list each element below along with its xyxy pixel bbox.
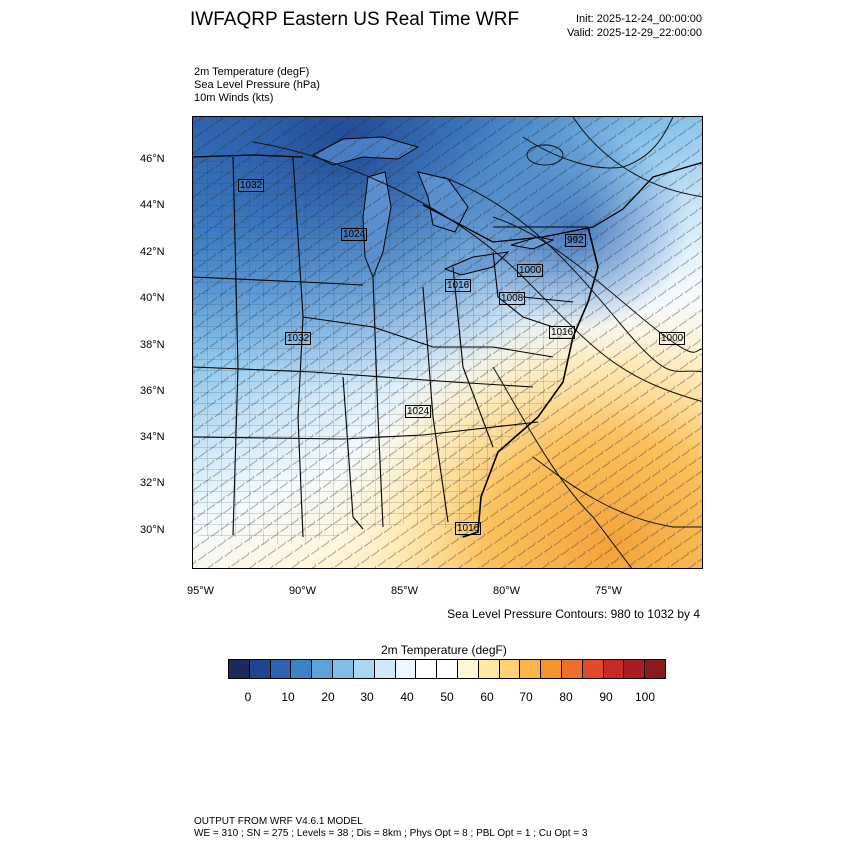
colorbar-swatch xyxy=(270,660,292,678)
colorbar-swatch xyxy=(249,660,271,678)
colorbar-swatch xyxy=(520,660,542,678)
colorbar-swatch xyxy=(603,660,625,678)
colorbar-swatch xyxy=(291,660,313,678)
contour-note: Sea Level Pressure Contours: 980 to 1032… xyxy=(447,607,700,621)
colorbar-swatch xyxy=(437,660,458,678)
colorbar-swatch xyxy=(499,660,521,678)
colorbar-swatch xyxy=(395,660,417,678)
pressure-label: 1024 xyxy=(341,228,368,241)
pressure-label: 1008 xyxy=(499,292,526,305)
lat-tick: 30°N xyxy=(140,524,165,536)
colorbar-swatch xyxy=(457,660,479,678)
pressure-label: 1032 xyxy=(238,179,265,192)
lat-tick: 42°N xyxy=(140,246,165,258)
colorbar-label: 30 xyxy=(360,690,374,704)
colorbar-swatch xyxy=(645,660,666,678)
pressure-label: 1016 xyxy=(455,522,482,535)
lon-tick: 95°W xyxy=(187,585,215,597)
pressure-label: 1016 xyxy=(445,279,472,292)
weather-map: 1032 1024 992 1000 1008 1016 1016 1000 1… xyxy=(192,116,703,569)
lat-tick: 38°N xyxy=(140,339,165,351)
colorbar-swatch xyxy=(562,660,583,678)
colorbar-swatch xyxy=(353,660,375,678)
colorbar-label: 100 xyxy=(634,690,656,704)
lon-tick: 80°W xyxy=(493,585,521,597)
colorbar-label: 60 xyxy=(480,690,494,704)
colorbar-label: 40 xyxy=(400,690,414,704)
init-time: Init: 2025-12-24_00:00:00 xyxy=(576,13,702,25)
colorbar-title: 2m Temperature (degF) xyxy=(381,643,507,657)
field-pressure-label: Sea Level Pressure (hPa) xyxy=(194,79,320,91)
pressure-label: 992 xyxy=(565,234,586,247)
colorbar-label: 80 xyxy=(559,690,573,704)
lon-tick: 85°W xyxy=(391,585,419,597)
field-winds-label: 10m Winds (kts) xyxy=(194,92,274,104)
colorbar-label: 50 xyxy=(440,690,454,704)
lat-tick: 44°N xyxy=(140,199,165,211)
map-canvas xyxy=(193,117,702,568)
lat-tick: 40°N xyxy=(140,292,165,304)
colorbar-label: 20 xyxy=(321,690,335,704)
pressure-label: 1000 xyxy=(659,332,686,345)
colorbar-swatch xyxy=(312,660,334,678)
colorbar-label: 0 xyxy=(244,690,252,704)
pressure-label: 1016 xyxy=(549,326,576,339)
colorbar-label: 90 xyxy=(599,690,613,704)
colorbar-swatch xyxy=(229,660,250,678)
model-output-line: OUTPUT FROM WRF V4.6.1 MODEL xyxy=(194,816,363,827)
field-temperature-label: 2m Temperature (degF) xyxy=(194,66,310,78)
model-config-line: WE = 310 ; SN = 275 ; Levels = 38 ; Dis … xyxy=(194,828,588,839)
colorbar-swatch xyxy=(582,660,604,678)
lat-tick: 32°N xyxy=(140,477,165,489)
colorbar-swatch xyxy=(333,660,354,678)
colorbar-swatch xyxy=(416,660,438,678)
pressure-label: 1032 xyxy=(285,332,312,345)
pressure-label: 1000 xyxy=(517,264,544,277)
lat-tick: 34°N xyxy=(140,431,165,443)
lon-tick: 90°W xyxy=(289,585,317,597)
wind-barbs xyxy=(193,117,702,568)
colorbar-label: 10 xyxy=(281,690,295,704)
lon-tick: 75°W xyxy=(595,585,623,597)
lat-tick: 46°N xyxy=(140,153,165,165)
chart-title: IWFAQRP Eastern US Real Time WRF xyxy=(190,9,520,30)
colorbar-swatch xyxy=(374,660,396,678)
colorbar-swatch xyxy=(541,660,562,678)
valid-time: Valid: 2025-12-29_22:00:00 xyxy=(567,27,702,39)
lat-tick: 36°N xyxy=(140,385,165,397)
colorbar-swatch xyxy=(624,660,646,678)
colorbar-swatch xyxy=(478,660,500,678)
colorbar xyxy=(228,659,666,679)
colorbar-label: 70 xyxy=(519,690,533,704)
pressure-label: 1024 xyxy=(405,405,432,418)
